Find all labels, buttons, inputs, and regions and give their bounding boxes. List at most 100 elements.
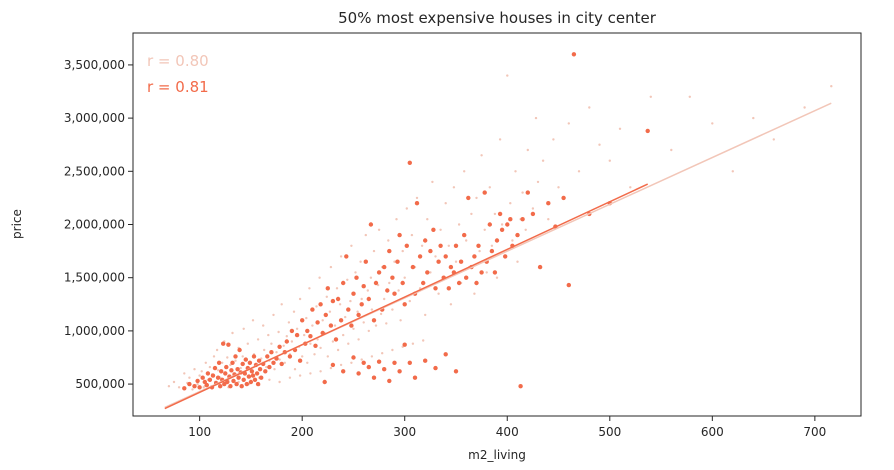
scatter-point-s0-104: [362, 321, 365, 324]
scatter-point-s0-116: [383, 297, 386, 301]
scatter-point-s0-140: [439, 228, 442, 231]
scatter-point-s1-157: [518, 384, 523, 389]
scatter-point-s1-54: [256, 358, 262, 363]
scatter-point-s0-76: [315, 305, 318, 308]
scatter-point-s0-153: [473, 292, 476, 295]
scatter-point-s1-105: [382, 264, 387, 270]
scatter-point-s1-123: [428, 248, 433, 254]
scatter-point-s0-154: [475, 196, 478, 200]
scatter-point-s1-79: [315, 320, 320, 325]
scatter-point-s1-86: [333, 337, 339, 342]
scatter-point-s0-204: [268, 378, 271, 381]
scatter-point-s1-95: [356, 312, 361, 318]
scatter-point-s1-97: [361, 284, 366, 289]
scatter-point-s1-55: [257, 367, 263, 372]
correlation-annotation-top50: r = 0.81: [147, 78, 209, 96]
scatter-point-s1-96: [359, 302, 364, 307]
scatter-point-s0-86: [331, 340, 335, 343]
scatter-point-s0-18: [215, 348, 219, 352]
scatter-point-s0-94: [346, 278, 349, 281]
y-axis-ticks: 500,000 1,000,000 1,500,000 2,000,000 2,500,…: [64, 58, 133, 391]
scatter-point-s1-88: [338, 318, 344, 323]
scatter-point-s1-144: [482, 190, 487, 195]
scatter-point-s0-210: [329, 366, 333, 370]
y-tick-label: 500,000: [75, 377, 125, 391]
scatter-point-s0-174: [526, 148, 529, 152]
scatter-point-s0-177: [536, 180, 540, 184]
scatter-point-s0-29: [234, 359, 237, 362]
scatter-point-s1-138: [466, 195, 471, 201]
scatter-point-s0-187: [618, 127, 622, 130]
scatter-point-s1-131: [448, 264, 454, 270]
scatter-point-s1-34: [236, 375, 241, 380]
scatter-point-s1-177: [392, 360, 397, 365]
scatter-point-s0-180: [552, 138, 555, 141]
scatter-point-s0-10: [200, 370, 203, 373]
scatter-point-s1-189: [407, 360, 412, 365]
scatter-point-s0-47: [265, 365, 268, 369]
scatter-point-s1-185: [366, 364, 371, 370]
scatter-point-s0-96: [349, 299, 352, 303]
scatter-point-s0-7: [193, 368, 196, 371]
chart-title: 50% most expensive houses in city center: [338, 9, 657, 27]
scatter-point-s1-77: [310, 307, 315, 312]
scatter-point-s0-179: [547, 218, 550, 221]
scatter-point-s0-182: [567, 122, 570, 125]
scatter-point-s0-91: [339, 255, 343, 258]
scatter-point-s0-79: [319, 346, 322, 350]
scatter-point-s0-216: [391, 348, 394, 352]
scatter-point-s1-71: [294, 332, 300, 338]
scatter-point-s1-165: [566, 282, 571, 288]
scatter-point-s1-148: [492, 270, 498, 275]
scatter-point-s0-188: [629, 186, 632, 189]
scatter-point-s1-64: [277, 344, 282, 349]
scatter-point-s0-34: [242, 327, 245, 330]
scatter-point-s0-208: [309, 372, 312, 375]
scatter-point-s1-28: [230, 360, 235, 365]
scatter-point-s1-120: [421, 280, 426, 286]
scatter-point-s0-1: [172, 380, 176, 384]
scatter-point-s1-130: [446, 286, 451, 291]
scatter-point-s0-178: [541, 159, 545, 162]
scatter-point-s0-149: [463, 170, 466, 173]
scatter-point-s0-89: [336, 348, 340, 352]
scatter-point-s0-119: [388, 281, 391, 285]
x-tick-label: 400: [496, 425, 519, 439]
scatter-point-s0-207: [298, 374, 302, 377]
scatter-point-s0-45: [262, 324, 265, 327]
scatter-point-s1-183: [453, 369, 459, 374]
scatter-point-s1-172: [341, 369, 346, 374]
scatter-point-s0-42: [256, 338, 260, 341]
scatter-point-s1-60: [267, 364, 272, 370]
scatter-point-s1-127: [438, 243, 443, 248]
scatter-point-s0-68: [301, 355, 304, 358]
scatter-point-s0-143: [447, 244, 450, 247]
scatter-point-s0-206: [288, 376, 292, 379]
scatter-point-s0-80: [321, 319, 324, 322]
scatter-point-s0-160: [490, 244, 494, 247]
scatter-point-s1-171: [330, 362, 336, 368]
scatter-point-s0-24: [226, 356, 229, 359]
scatter-point-s1-158: [520, 217, 525, 222]
scatter-point-s1-8: [205, 371, 211, 376]
scatter-point-s1-46: [248, 379, 254, 385]
scatter-point-s0-117: [385, 322, 388, 325]
y-axis-label: price: [10, 209, 24, 239]
scatter-point-s0-156: [480, 154, 483, 157]
scatter-point-s1-122: [425, 270, 430, 275]
scatter-point-s1-126: [436, 259, 441, 264]
scatter-point-s0-110: [372, 249, 376, 253]
scatter-point-s1-3: [195, 378, 200, 384]
scatter-point-s0-51: [272, 313, 275, 317]
y-tick-label: 3,000,000: [64, 111, 125, 125]
scatter-point-s1-169: [645, 128, 650, 134]
scatter-point-s0-95: [347, 342, 350, 345]
scatter-point-s0-57: [282, 344, 285, 347]
regression-layer: [164, 102, 832, 410]
scatter-point-s0-168: [511, 239, 514, 242]
scatter-point-s0-98: [352, 327, 355, 330]
scatter-point-s1-89: [341, 280, 346, 286]
scatter-point-s0-122: [395, 218, 398, 221]
plot-area-frame: [132, 32, 862, 417]
scatter-point-s0-82: [325, 295, 328, 298]
